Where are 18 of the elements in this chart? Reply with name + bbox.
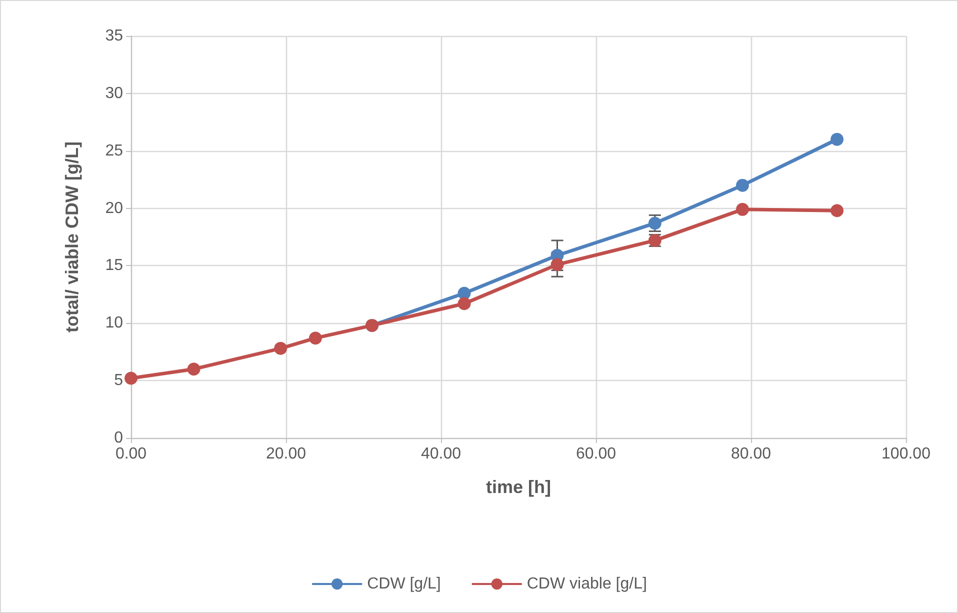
y-tick-label: 30 <box>105 84 124 102</box>
y-tick-label: 35 <box>105 28 124 44</box>
y-tick-label: 20 <box>105 200 124 217</box>
y-tick-label: 5 <box>114 372 124 390</box>
y-tick-label: 15 <box>105 257 124 274</box>
legend-label: CDW [g/L] <box>367 576 441 592</box>
y-tick-label: 25 <box>105 142 124 160</box>
y-tick-label: 0 <box>114 430 124 446</box>
x-tick-label: 100.00 <box>882 446 931 462</box>
x-tick-label: 0.00 <box>115 446 147 462</box>
x-axis-title: time [h] <box>486 477 551 497</box>
x-tick-label: 60.00 <box>576 446 616 462</box>
x-tick-label: 80.00 <box>730 446 772 462</box>
x-tick-label: 40.00 <box>420 446 462 462</box>
y-axis-title: total/ viable CDW [g/L] <box>62 142 82 332</box>
legend-label: CDW viable [g/L] <box>526 576 647 592</box>
x-tick-label: 20.00 <box>266 446 306 462</box>
y-tick-label: 10 <box>105 314 124 332</box>
